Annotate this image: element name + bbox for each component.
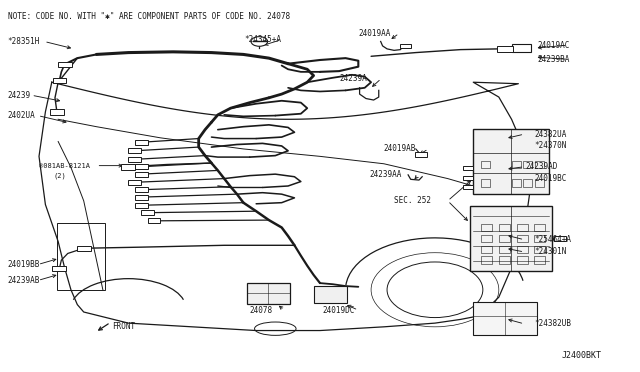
Text: 24078: 24078	[250, 306, 273, 315]
Bar	[463, 185, 473, 189]
Text: ®081AB-8121A: ®081AB-8121A	[39, 163, 90, 169]
Bar	[523, 161, 532, 168]
Bar	[246, 283, 290, 304]
Bar	[511, 161, 520, 168]
Bar	[481, 224, 492, 231]
Bar	[122, 164, 136, 170]
Bar	[463, 166, 473, 170]
Bar	[135, 187, 148, 192]
Text: 24382UA: 24382UA	[534, 129, 567, 139]
Text: 24019BB: 24019BB	[7, 260, 40, 269]
Bar	[497, 46, 513, 52]
Bar	[481, 256, 492, 264]
Text: *28351H: *28351H	[7, 37, 40, 46]
Bar	[77, 246, 91, 251]
Text: J2400BKT: J2400BKT	[561, 351, 602, 360]
Bar	[534, 161, 543, 168]
Bar	[523, 179, 532, 187]
Bar	[481, 179, 490, 187]
Bar	[516, 256, 528, 264]
Text: NOTE: CODE NO. WITH "✱" ARE COMPONENT PARTS OF CODE NO. 24078: NOTE: CODE NO. WITH "✱" ARE COMPONENT PA…	[8, 12, 291, 21]
Text: *24382UB: *24382UB	[534, 320, 572, 328]
Text: 24019AC: 24019AC	[537, 41, 570, 50]
Bar	[400, 44, 412, 48]
Bar	[499, 256, 510, 264]
Text: 2402UA: 2402UA	[7, 111, 35, 120]
Bar	[58, 62, 72, 67]
Bar	[52, 266, 67, 271]
Bar	[148, 218, 161, 223]
Text: 24239A: 24239A	[339, 74, 367, 83]
Bar	[534, 256, 545, 264]
Bar	[481, 246, 492, 253]
Bar	[135, 203, 148, 208]
Bar	[499, 235, 510, 242]
Text: *24370N: *24370N	[534, 141, 567, 151]
Bar	[141, 210, 154, 215]
Bar	[534, 235, 545, 242]
Bar	[516, 246, 528, 253]
Text: 24019AA: 24019AA	[358, 29, 390, 38]
Text: (2): (2)	[53, 173, 66, 179]
Bar	[534, 179, 543, 187]
Text: 24239BA: 24239BA	[537, 55, 570, 64]
Bar	[534, 246, 545, 253]
Text: *25464+A: *25464+A	[534, 235, 572, 244]
Bar	[554, 236, 566, 241]
Bar	[135, 140, 148, 145]
Text: SEC. 252: SEC. 252	[394, 196, 431, 205]
Text: FRONT: FRONT	[113, 322, 136, 331]
Text: 24239AA: 24239AA	[370, 170, 402, 179]
Bar	[135, 172, 148, 177]
Bar	[473, 129, 548, 194]
Text: 24239AD: 24239AD	[525, 162, 558, 171]
Circle shape	[251, 37, 268, 46]
Text: 24239: 24239	[7, 91, 30, 100]
Bar	[499, 224, 510, 231]
Text: 24019DC: 24019DC	[323, 306, 355, 315]
Text: *24301N: *24301N	[534, 247, 567, 256]
Bar	[50, 109, 64, 115]
Bar	[481, 235, 492, 242]
Bar	[473, 302, 537, 335]
Bar	[135, 164, 148, 169]
Bar	[129, 180, 141, 185]
Bar	[511, 44, 531, 52]
Bar	[129, 148, 141, 153]
Bar	[511, 179, 520, 187]
Bar	[481, 161, 490, 168]
Text: 24239AB: 24239AB	[7, 276, 40, 285]
Bar	[516, 224, 528, 231]
Text: *24345+A: *24345+A	[244, 35, 282, 44]
Bar	[314, 286, 347, 303]
Text: 24019BC: 24019BC	[534, 174, 567, 183]
Bar	[470, 206, 552, 271]
Bar	[415, 152, 428, 157]
Bar	[499, 246, 510, 253]
Bar	[516, 235, 528, 242]
Bar	[129, 157, 141, 162]
Text: 24019AB: 24019AB	[384, 144, 416, 153]
Bar	[135, 195, 148, 199]
Bar	[53, 78, 66, 83]
Bar	[534, 224, 545, 231]
Bar	[463, 176, 473, 180]
